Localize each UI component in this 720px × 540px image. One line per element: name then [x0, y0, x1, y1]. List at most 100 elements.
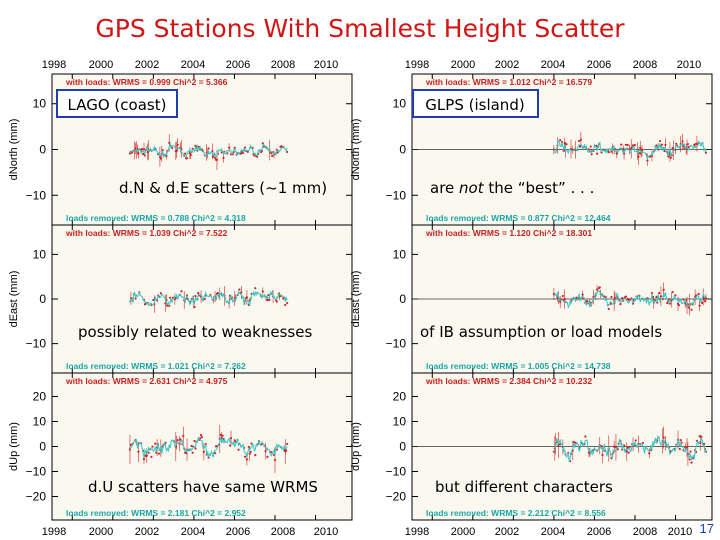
data-point: [693, 143, 696, 146]
data-point: [703, 300, 707, 303]
data-point: [700, 435, 703, 438]
y-tick-label: 10: [33, 415, 47, 429]
top-year-axis-left: 1998 2000 2002 2004 2006 2008 2010: [42, 59, 338, 71]
data-point: [216, 292, 220, 295]
stats-with-loads: with loads: WRMS = 2.631 Chi^2 = 4.975: [65, 376, 228, 386]
data-point: [284, 303, 287, 307]
y-tick-label: 0: [39, 143, 46, 157]
bottom-year-label: 2004: [181, 526, 205, 538]
top-year-label: 2010: [314, 59, 338, 71]
data-point: [253, 154, 256, 157]
y-tick-label: 10: [393, 415, 407, 429]
bottom-year-label: 2010: [314, 526, 338, 538]
data-point: [690, 308, 693, 311]
data-point: [690, 461, 693, 464]
data-point: [237, 448, 240, 451]
data-point: [276, 151, 279, 154]
stats-with-loads: with loads: WRMS = 1.120 Chi^2 = 18.301: [425, 228, 592, 238]
data-point: [193, 305, 196, 309]
data-point: [666, 301, 669, 305]
data-point: [254, 287, 257, 290]
data-point: [600, 445, 603, 448]
y-tick-label: −10: [386, 188, 407, 202]
data-point: [624, 295, 627, 298]
data-point: [682, 144, 685, 148]
slide-number: 17: [699, 521, 714, 536]
data-point: [180, 290, 183, 293]
series-loads-removed-line: [553, 434, 707, 462]
data-point: [589, 145, 592, 148]
y-tick-label: 0: [39, 440, 46, 454]
north-left-note: d.N & d.E scatters (~1 mm): [119, 179, 327, 197]
y-tick-label: −10: [386, 337, 407, 351]
y-axis-label: dNorth (mm): [8, 119, 20, 181]
data-point: [678, 447, 681, 451]
y-tick-label: −10: [386, 465, 407, 479]
data-point: [285, 449, 288, 452]
data-point: [270, 152, 273, 155]
north-right-note: are not the “best” . . .: [430, 179, 594, 197]
data-point: [660, 143, 663, 146]
stats-loads-removed: loads removed: WRMS = 0.788 Chi^2 = 4.31…: [66, 213, 246, 223]
series-loads-removed-line: [553, 289, 707, 309]
series-loads-removed-line: [553, 140, 707, 161]
data-point: [600, 151, 603, 154]
data-point: [655, 144, 658, 147]
data-point: [233, 439, 236, 442]
panel-glps-up: 20 10 0 −10 −20 dUp (mm) with loads: WRMS = 2.…: [350, 372, 713, 521]
data-point: [646, 297, 649, 300]
y-tick-label: 0: [399, 292, 406, 306]
panels: 10 0 −10 dNorth (mm) with loads: WRMS = 0.99…: [8, 73, 713, 521]
data-point: [626, 143, 629, 147]
bottom-year-label: 2008: [633, 526, 657, 538]
data-point: [267, 294, 270, 297]
y-tick-label: −20: [26, 490, 47, 504]
bottom-year-label: 2002: [495, 526, 519, 538]
data-point: [256, 155, 259, 158]
data-point: [631, 144, 635, 147]
bottom-year-label: 2010: [668, 526, 692, 538]
stats-loads-removed: loads removed: WRMS = 0.877 Chi^2 = 12.4…: [426, 213, 611, 223]
top-year-label: 2006: [587, 59, 611, 71]
y-tick-label: 0: [399, 440, 406, 454]
data-point: [688, 458, 691, 461]
data-point: [141, 152, 145, 156]
data-point: [669, 156, 672, 159]
stats-with-loads: with loads: WRMS = 2.384 Chi^2 = 10.232: [425, 376, 592, 386]
data-point: [286, 301, 289, 305]
data-point: [219, 433, 222, 437]
data-point: [228, 444, 232, 447]
top-year-axis-right: 1998 2000 2002 2004 2006 2008 2010: [405, 59, 701, 71]
bottom-year-label: 1998: [42, 526, 66, 538]
data-point: [200, 436, 204, 439]
data-point: [656, 301, 659, 304]
data-point: [129, 443, 132, 446]
top-year-label: 2002: [135, 59, 159, 71]
data-point: [607, 151, 610, 154]
bottom-year-label: 2002: [135, 526, 159, 538]
data-point: [704, 151, 708, 154]
y-axis-label: dUp (mm): [350, 422, 362, 471]
y-tick-label: −10: [26, 465, 47, 479]
data-point: [185, 157, 189, 160]
data-point: [152, 298, 155, 302]
data-point: [686, 142, 690, 146]
east-right-note: of IB assumption or load models: [420, 323, 662, 341]
data-point: [221, 434, 224, 437]
data-point: [698, 435, 701, 438]
data-point: [193, 439, 196, 443]
stats-with-loads: with loads: WRMS = 1.012 Chi^2 = 16.579: [425, 77, 592, 87]
data-point: [249, 450, 252, 453]
left-station-label: LAGO (coast): [68, 96, 167, 114]
data-point: [213, 452, 217, 455]
top-year-label: 1998: [42, 59, 66, 71]
data-point: [624, 143, 627, 146]
data-point: [565, 143, 568, 146]
data-point: [671, 147, 674, 150]
data-point: [155, 451, 158, 454]
y-tick-label: 0: [399, 143, 406, 157]
data-point: [572, 440, 575, 444]
data-point: [243, 146, 247, 149]
data-point: [620, 143, 623, 146]
